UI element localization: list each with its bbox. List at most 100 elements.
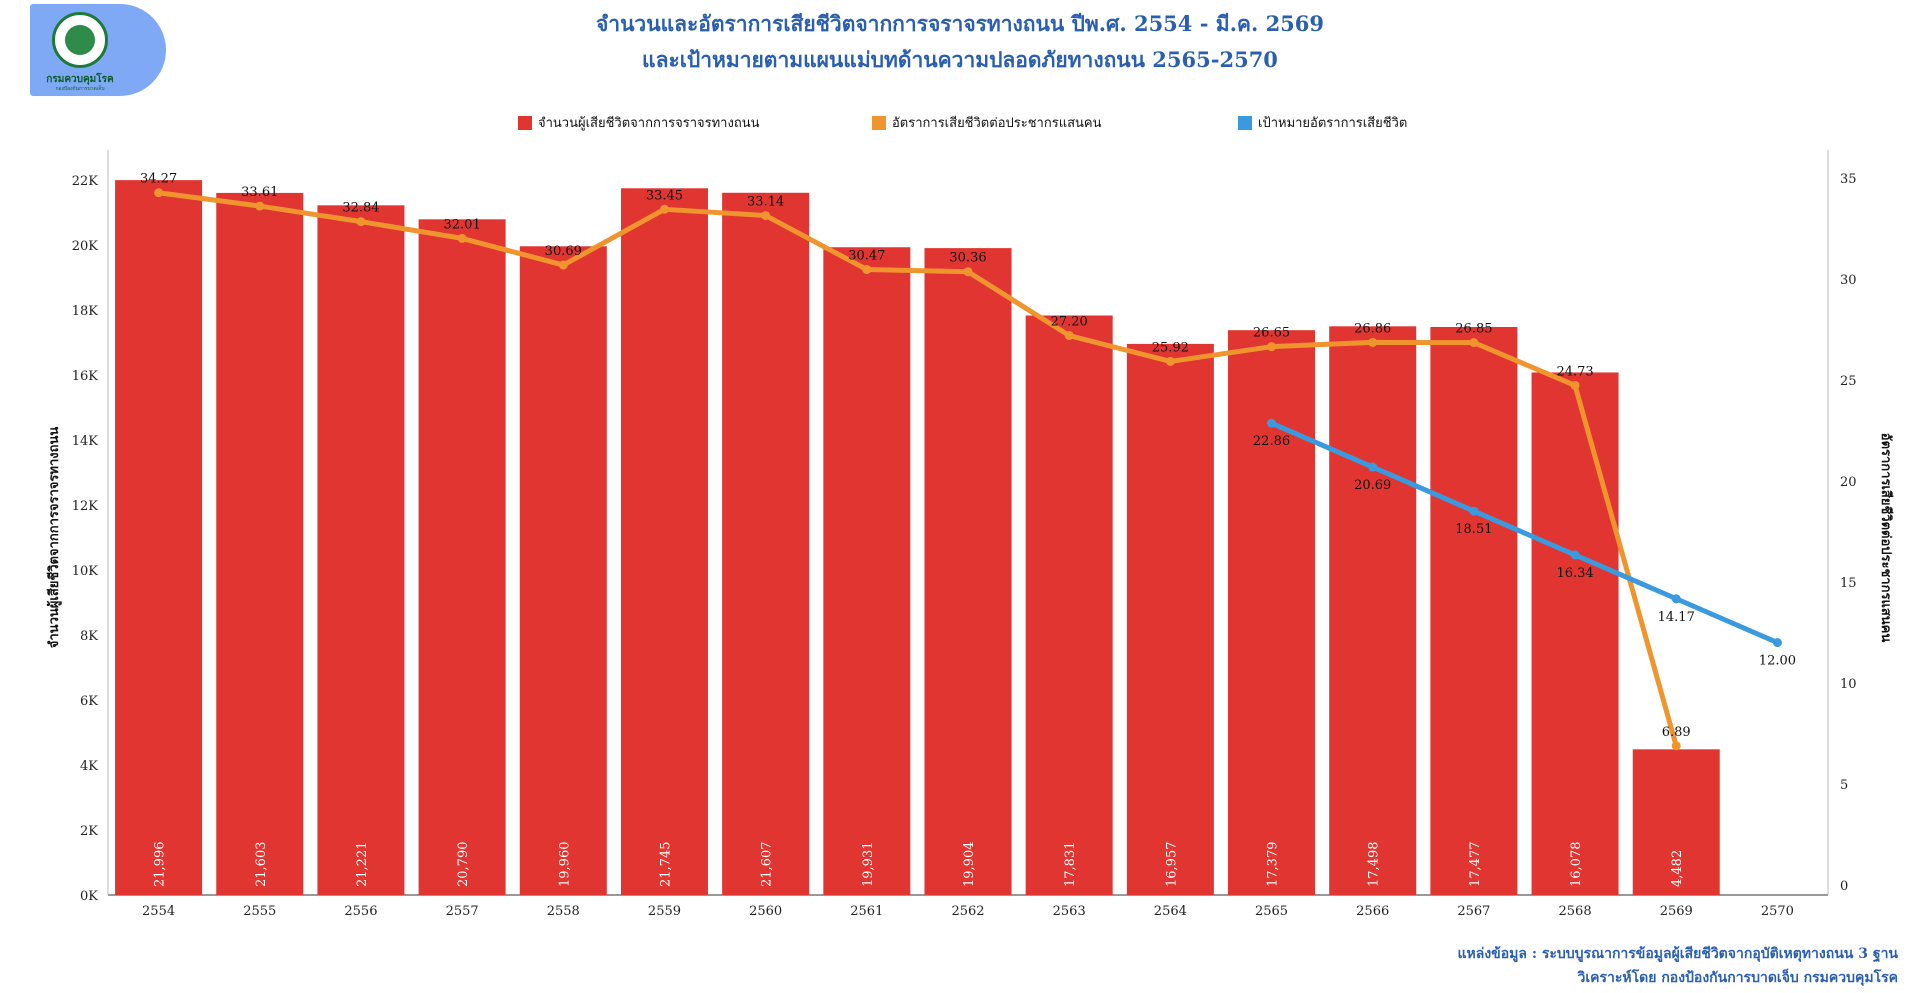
y-tick-label-left: 4K (80, 759, 98, 774)
y-tick-label-right: 0 (1840, 879, 1848, 894)
data-labels: 34.27 33.61 32.84 32.01 30.69 33.45 33.14 30.47… (140, 172, 1796, 740)
bar-value-label: 21,603 (254, 842, 269, 888)
bar-value-label: 17,831 (1063, 842, 1078, 888)
x-tick-label: 2560 (749, 904, 782, 919)
bar-value-label: 16,078 (1569, 842, 1584, 888)
bar-value-label: 21,607 (760, 842, 775, 888)
chart-title-line-2: และเป้าหมายตามแผนแม่บทด้านความปลอดภัยทาง… (642, 47, 1278, 72)
x-tick-label: 2566 (1356, 904, 1389, 919)
target-line-value-label: 20.69 (1354, 478, 1391, 493)
bar (115, 180, 203, 895)
bar (1126, 343, 1214, 896)
bar (722, 192, 810, 895)
rate-line-point (862, 265, 872, 275)
y-tick-label-left: 12K (72, 499, 99, 514)
y-tick-label-left: 6K (80, 694, 98, 709)
rate-line-point (154, 188, 164, 198)
legend-item-rate[interactable]: อัตราการเสียชีวิตต่อประชากรแสนคน (872, 112, 1101, 133)
target-line-series (1267, 418, 1782, 648)
x-tick-label: 2565 (1255, 904, 1288, 919)
x-tick-label: 2568 (1559, 904, 1592, 919)
x-tick-label: 2567 (1457, 904, 1490, 919)
y-tick-label-left: 18K (72, 304, 99, 319)
rate-line-point (356, 217, 366, 227)
y-tick-label-right: 5 (1840, 778, 1848, 793)
bar-value-label: 19,960 (557, 842, 572, 888)
rate-line-value-label: 26.65 (1253, 326, 1290, 341)
rate-line-point (558, 260, 568, 270)
y-axis-title-right: อัตราการเสียชีวิตต่อประชากรแสนคน (1878, 433, 1894, 643)
y-tick-label-left: 10K (72, 564, 99, 579)
logo-subtitle: กองป้องกันการบาดเจ็บ (55, 86, 105, 92)
rate-line-point (1671, 741, 1681, 751)
rate-line-value-label: 25.92 (1152, 340, 1189, 355)
target-line-point (1671, 594, 1681, 604)
rate-line-point (963, 267, 973, 277)
rate-line-value-label: 24.73 (1556, 364, 1593, 379)
target-line-point (1267, 418, 1277, 428)
x-tick-label: 2564 (1154, 904, 1187, 919)
department-logo: กรมควบคุมโรค กองป้องกันการบาดเจ็บ (30, 4, 166, 96)
bar-value-label: 17,379 (1266, 842, 1281, 888)
bar-value-label: 16,957 (1164, 842, 1179, 888)
bar (216, 192, 304, 896)
legend-swatch-rate (872, 115, 886, 130)
bar (1632, 749, 1720, 895)
chart-axes: 0K 2K 4K 6K 8K 10K 12K 14K 16K 18K 20K 22K 0 5 10 15 20 2… (46, 150, 1894, 919)
rate-line-series (154, 188, 1681, 751)
bar-value-label: 19,931 (861, 842, 876, 888)
y-tick-label-right: 30 (1840, 273, 1857, 288)
target-line-point (1469, 506, 1479, 516)
bar (823, 247, 911, 895)
rate-line-value-label: 32.01 (444, 217, 481, 232)
bar (1531, 372, 1619, 896)
legend-item-deaths[interactable]: จำนวนผู้เสียชีวิตจากการจราจรทางถนน (518, 112, 759, 133)
x-tick-label: 2563 (1053, 904, 1086, 919)
department-seal-icon (52, 12, 108, 68)
rate-line-point (457, 233, 467, 243)
x-tick-label: 2558 (547, 904, 580, 919)
rate-line-value-label: 34.27 (140, 172, 177, 187)
bar (924, 248, 1012, 895)
legend-swatch-target (1238, 115, 1252, 130)
target-line-value-label: 12.00 (1759, 654, 1796, 669)
rate-line-path (156, 190, 1679, 749)
legend-swatch-deaths (518, 115, 532, 130)
legend-item-target[interactable]: เป้าหมายอัตราการเสียชีวิต (1238, 112, 1407, 133)
bar-value-label: 17,498 (1367, 842, 1382, 888)
chart-title: จำนวนและอัตราการเสียชีวิตจากการจราจรทางถ… (300, 6, 1620, 78)
rate-line-value-label: 26.85 (1455, 322, 1492, 337)
bar-value-label: 20,790 (456, 842, 471, 888)
rate-line-point (1469, 338, 1479, 348)
rate-line-point (1368, 337, 1378, 347)
rate-line-point (761, 211, 771, 221)
rate-line-value-label: 33.14 (747, 195, 784, 210)
bar (418, 219, 506, 895)
source-line-2: วิเคราะห์โดย กองป้องกันการบาดเจ็บ กรมควบ… (1577, 970, 1898, 986)
bar (1228, 330, 1316, 895)
rate-line-value-label: 26.86 (1354, 321, 1391, 336)
rate-line-point (255, 201, 265, 211)
target-line-path (1269, 420, 1780, 646)
y-tick-label-left: 0K (80, 889, 98, 904)
bar-value-label: 21,221 (355, 842, 370, 888)
y-tick-label-right: 35 (1840, 172, 1857, 187)
bar (620, 188, 708, 896)
bar-value-label: 17,477 (1468, 842, 1483, 888)
legend-label-target: เป้าหมายอัตราการเสียชีวิต (1258, 116, 1408, 131)
x-tick-label: 2554 (142, 904, 175, 919)
y-tick-label-right: 15 (1840, 576, 1857, 591)
logo-name: กรมควบคุมโรค (46, 74, 114, 85)
chart-legend: จำนวนผู้เสียชีวิตจากการจราจรทางถนน อัตรา… (0, 110, 1920, 134)
y-tick-label-right: 20 (1840, 475, 1857, 490)
y-tick-label-left: 2K (80, 824, 98, 839)
x-tick-label: 2561 (850, 904, 883, 919)
target-line-value-label: 18.51 (1455, 522, 1492, 537)
target-line-value-label: 14.17 (1658, 610, 1695, 625)
bar (317, 205, 405, 895)
rate-line-value-label: 30.69 (545, 244, 582, 259)
rate-line-value-label: 6.89 (1662, 725, 1691, 740)
rate-line-value-label: 33.45 (646, 188, 683, 203)
target-line-value-label: 16.34 (1556, 566, 1593, 581)
